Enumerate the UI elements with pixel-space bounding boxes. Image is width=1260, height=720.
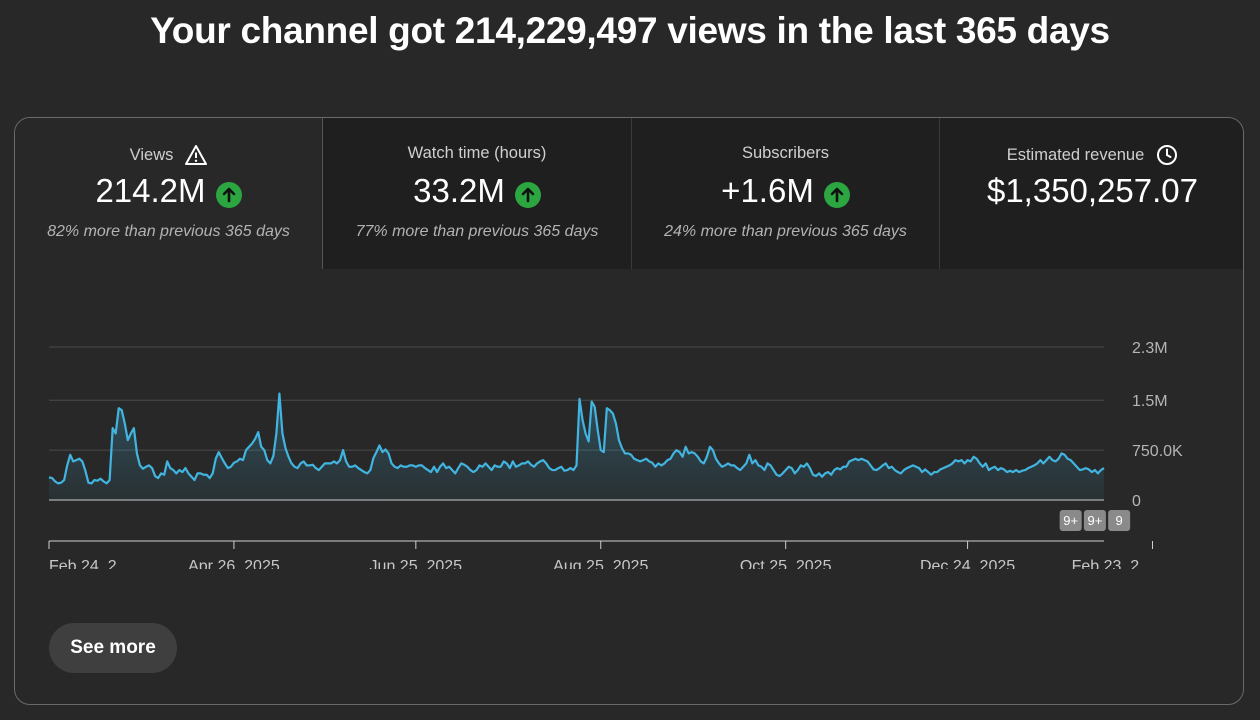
views-chart-svg: 0 750.0K 1.5M 2.3M 9+ 9+ 9 Feb 24, 2... Apr 26, … <box>48 340 1183 575</box>
annotation-badge-label: 9+ <box>1087 513 1102 528</box>
page-title: Your channel got 214,229,497 views in th… <box>150 10 1110 51</box>
chart-series-line <box>48 392 1105 485</box>
x-tick-label: Feb 24, 2... <box>49 558 130 569</box>
tab-watch-time[interactable]: Watch time (hours) 33.2M 77% more than p… <box>323 118 631 269</box>
clock-icon[interactable] <box>1156 144 1178 166</box>
annotation-badge-box <box>1083 510 1106 531</box>
annotation-badge[interactable]: 9+ <box>1059 510 1082 531</box>
tab-estimated-revenue[interactable]: Estimated revenue $1,350,257.07 <box>939 118 1243 269</box>
trend-up-icon <box>823 178 850 208</box>
x-tick-label: Jun 25, 2025 <box>370 558 463 569</box>
views-comparison: 82% more than previous 365 days <box>47 223 290 240</box>
annotation-badge-label: 9 <box>1116 513 1123 528</box>
x-tick-label: Dec 24, 2025 <box>920 558 1015 569</box>
tab-views[interactable]: Views 214.2M 82% more than previous 365 … <box>15 118 323 269</box>
annotation-badge-box <box>1108 510 1131 531</box>
tab-subscribers[interactable]: Subscribers +1.6M 24% more than previous… <box>631 118 939 269</box>
y-tick-label: 1.5M <box>1132 393 1168 410</box>
y-tick-label: 0 <box>1132 493 1141 510</box>
watch-time-comparison: 77% more than previous 365 days <box>355 223 599 240</box>
trend-up-icon <box>514 178 541 208</box>
annotation-badge-label: 9+ <box>1063 513 1078 528</box>
subscribers-label: Subscribers <box>741 144 830 162</box>
x-tick-label: Apr 26, 2025 <box>188 558 280 569</box>
views-chart[interactable]: 0 750.0K 1.5M 2.3M 9+ 9+ 9 Feb 24, 2... Apr 26, … <box>15 269 1243 575</box>
subscribers-comparison: 24% more than previous 365 days <box>664 223 907 240</box>
see-more-button[interactable]: See more <box>49 623 177 673</box>
metric-tabs: Views 214.2M 82% more than previous 365 … <box>15 118 1243 269</box>
chart-area-fill <box>49 393 1104 500</box>
views-value: 214.2M <box>95 172 206 209</box>
y-tick-label: 750.0K <box>1132 443 1183 460</box>
watch-time-label: Watch time (hours) <box>407 144 547 162</box>
y-tick-label: 2.3M <box>1132 340 1168 357</box>
subscribers-value: +1.6M <box>721 172 814 209</box>
x-tick-label: Feb 23, 2... <box>1072 558 1153 569</box>
annotation-badge-box <box>1059 510 1082 531</box>
annotation-badge[interactable]: 9 <box>1108 510 1131 531</box>
trend-up-icon <box>215 178 242 208</box>
annotation-badge[interactable]: 9+ <box>1083 510 1106 531</box>
overview-card: Views 214.2M 82% more than previous 365 … <box>14 117 1244 705</box>
warning-icon[interactable] <box>185 144 208 166</box>
revenue-label: Estimated revenue <box>1006 145 1145 164</box>
watch-time-value: 33.2M <box>413 172 505 209</box>
revenue-value: $1,350,257.07 <box>986 172 1199 209</box>
x-tick-label: Aug 25, 2025 <box>553 558 648 569</box>
views-label: Views <box>129 145 174 164</box>
x-tick-label: Oct 25, 2025 <box>740 558 832 569</box>
